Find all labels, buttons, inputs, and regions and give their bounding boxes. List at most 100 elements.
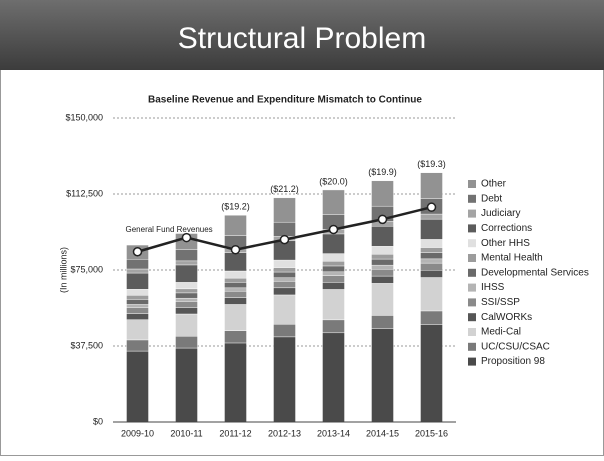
bar-segment (126, 259, 149, 270)
legend-swatch (468, 194, 476, 203)
bar-segment (175, 260, 198, 266)
bar-segment (224, 252, 247, 272)
bar-segment (175, 301, 198, 308)
x-tick-label: 2012-13 (268, 428, 301, 438)
bar-segment (224, 297, 247, 305)
legend-label: UC/CSU/CSAC (481, 341, 550, 352)
bar-segment (126, 307, 149, 314)
legend-swatch (468, 342, 476, 351)
legend-label: Medi-Cal (481, 327, 521, 338)
bar-segment (420, 262, 443, 271)
gap-label: ($19.9) (368, 167, 397, 177)
bar-segment (322, 282, 345, 290)
bar-segment (224, 291, 247, 298)
legend-swatch (468, 298, 476, 307)
x-tick-label: 2009-10 (121, 428, 154, 438)
legend-label: Judiciary (481, 208, 520, 219)
y-axis-label: (In millions) (58, 247, 68, 293)
bar-segment (175, 292, 198, 299)
bar-segment (175, 282, 198, 290)
legend-swatch (468, 357, 476, 366)
bar-segment (126, 289, 149, 296)
legend-label: Corrections (481, 223, 532, 234)
bar-segment (175, 249, 198, 262)
x-tick-label: 2013-14 (317, 428, 350, 438)
bar-segment (322, 253, 345, 262)
bar-segment (224, 287, 247, 292)
bar-segment (175, 336, 198, 349)
legend-swatch (468, 283, 476, 292)
y-tick-label: $112,500 (66, 188, 103, 198)
bar-segment (273, 197, 296, 223)
bar-segment (322, 233, 345, 254)
bar-segment (420, 239, 443, 248)
bar-segment (126, 313, 149, 320)
bar-segment (322, 289, 345, 321)
revenue-point (279, 234, 290, 245)
bar-segment (273, 294, 296, 325)
bar-segment (273, 221, 296, 237)
bar-segment (420, 252, 443, 260)
bar-segment (126, 304, 149, 308)
legend-label: CalWORKs (481, 312, 532, 323)
bar-segment (322, 189, 345, 215)
bar-segment (371, 315, 394, 329)
bar-segment (371, 268, 394, 277)
line-label: General Fund Revenues (126, 225, 213, 234)
bar-segment (371, 258, 394, 266)
bar-segment (126, 319, 149, 341)
bar-segment (126, 268, 149, 274)
bar-segment (371, 275, 394, 284)
legend-swatch (468, 268, 476, 277)
revenue-point (181, 232, 192, 243)
y-tick-label: $0 (93, 416, 103, 426)
y-tick-label: $150,000 (65, 112, 103, 122)
legend-swatch (468, 313, 476, 322)
bar-segment (224, 342, 247, 423)
legend-label: Mental Health (481, 253, 543, 264)
chart-title: Baseline Revenue and Expenditure Mismatc… (148, 95, 422, 106)
bar-segment (224, 277, 247, 283)
bar-segment (322, 261, 345, 267)
bar-segment (420, 218, 443, 240)
legend-label: IHSS (481, 282, 505, 293)
legend-label: Proposition 98 (481, 356, 545, 367)
bar-segment (175, 264, 198, 283)
bar-segment (420, 172, 443, 199)
bar-segment (420, 247, 443, 253)
bar-segment (175, 297, 198, 302)
bar-segment (273, 281, 296, 289)
bar-segment (126, 339, 149, 352)
slide-title: Structural Problem (178, 22, 426, 55)
legend-label: Debt (481, 193, 502, 204)
bar-segment (322, 319, 345, 334)
bar-segment (273, 287, 296, 296)
bar-segment (224, 330, 247, 344)
legend-swatch (468, 254, 476, 262)
bar-segment (322, 271, 345, 276)
bar-segment (273, 271, 296, 278)
bar-segment (420, 213, 443, 220)
bar-segment (371, 226, 394, 247)
bar-segment (175, 313, 198, 337)
x-tick-label: 2014-15 (366, 428, 399, 438)
bar-segment (273, 277, 296, 282)
legend-label: Other HHS (481, 238, 530, 249)
bar-segment (371, 328, 394, 423)
bar-segment (420, 258, 443, 264)
revenue-point (132, 247, 143, 257)
revenue-point (377, 214, 388, 225)
x-tick-label: 2011-12 (219, 428, 251, 438)
bar-segment (273, 324, 296, 338)
bar-segment (126, 299, 149, 305)
bar-segment (371, 253, 394, 260)
bar-segment (126, 272, 149, 290)
bar-segment (126, 295, 149, 300)
gap-label: ($20.0) (319, 176, 348, 186)
legend-swatch (468, 328, 476, 336)
revenue-point (328, 224, 339, 235)
bar-segment (273, 267, 296, 273)
x-tick-label: 2010-11 (170, 428, 202, 438)
legend-label: SSI/SSP (481, 297, 520, 308)
bar-segment (175, 307, 198, 315)
